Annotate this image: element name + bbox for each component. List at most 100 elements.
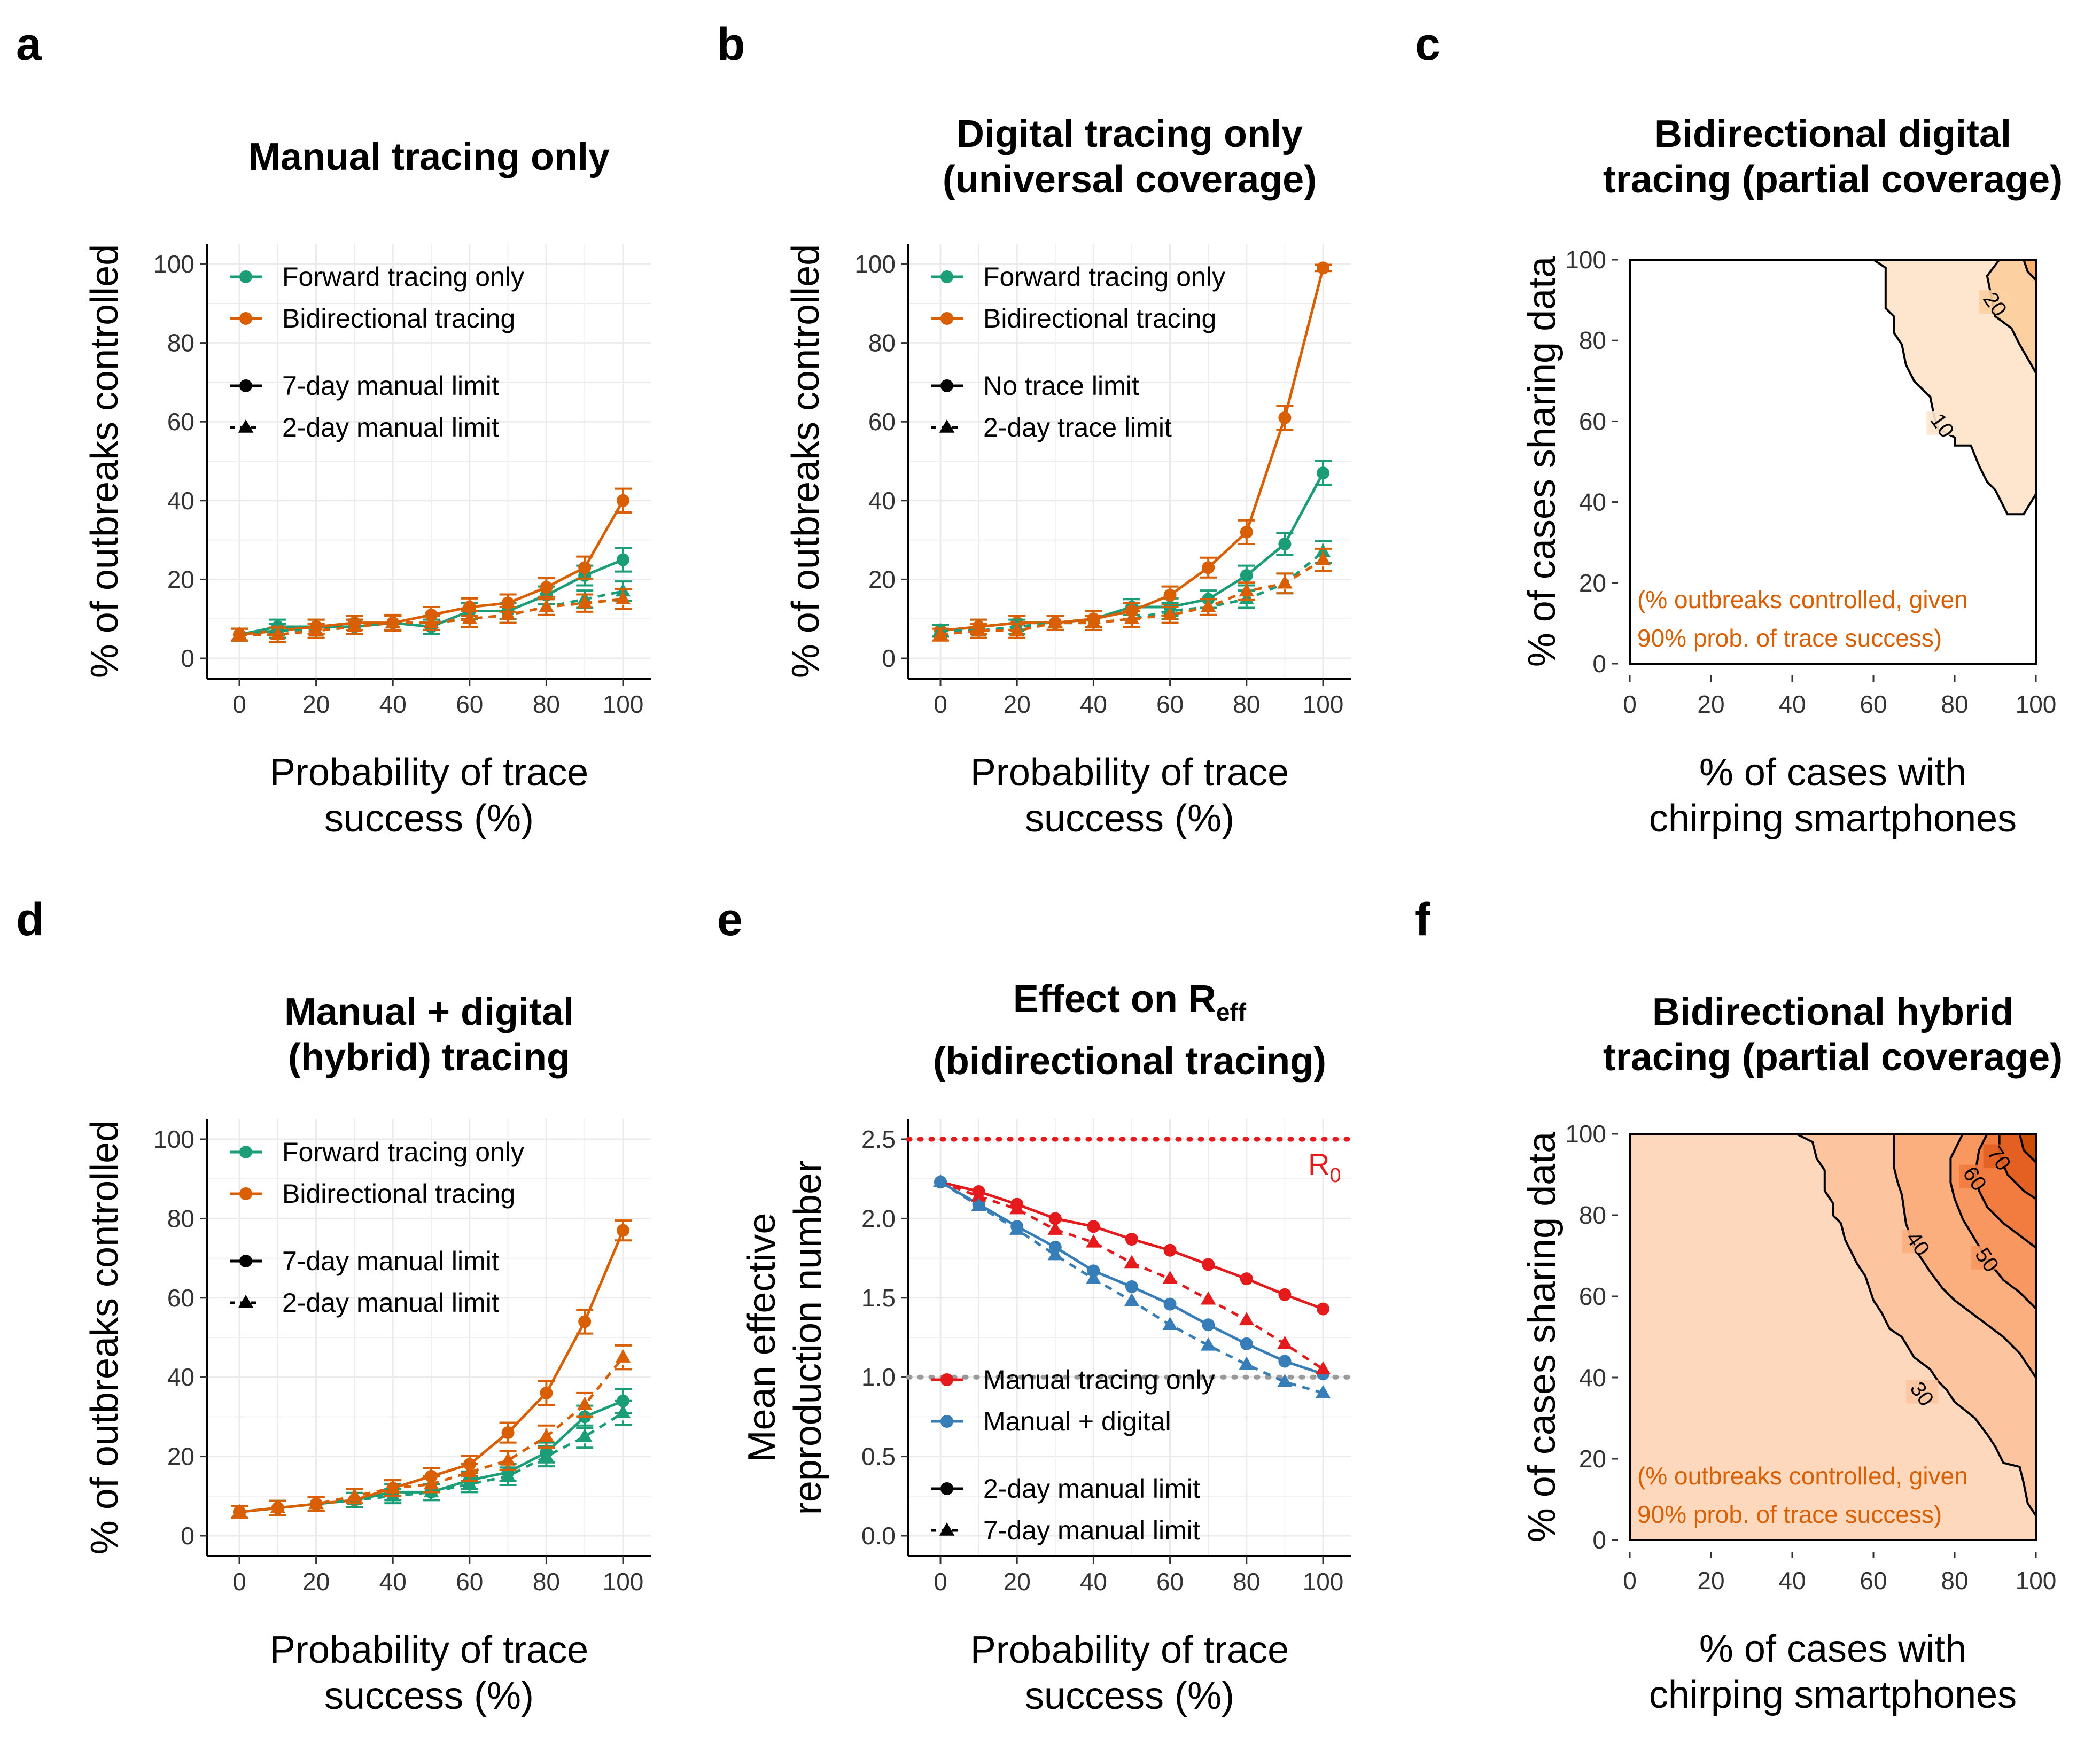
data-point: [1086, 1234, 1101, 1248]
data-point: [617, 1224, 629, 1237]
data-point: [1239, 1356, 1255, 1370]
legend-key-marker: [940, 1415, 953, 1428]
data-point: [1278, 1355, 1292, 1368]
data-point: [971, 1197, 986, 1211]
data-point: [385, 615, 401, 628]
legend-label: Manual tracing only: [983, 1365, 1215, 1395]
data-point: [1125, 1232, 1138, 1246]
data-point: [540, 581, 553, 594]
r0-label: R0: [1308, 1147, 1341, 1187]
legend-key-marker: [238, 419, 254, 433]
legend-key-marker: [940, 1482, 953, 1495]
contour-label-bg: [1902, 1230, 1934, 1254]
panel-title-r: R: [1188, 978, 1216, 1021]
data-point: [1200, 1337, 1216, 1351]
y-tick-label: 80: [167, 1204, 195, 1232]
panel-title-line: tracing (partial coverage): [1603, 1036, 2063, 1079]
y-tick-label: 80: [1579, 326, 1606, 354]
x-tick-label: 20: [1004, 1568, 1031, 1596]
x-tick-label: 80: [533, 690, 560, 718]
r0-label-r: R: [1308, 1147, 1329, 1181]
y-tick-label: 20: [167, 565, 195, 593]
panel-b: 0 20 40 60 80 100 0 20 40 60 80 100 Forward tracing …: [717, 19, 1351, 840]
data-point: [932, 1174, 948, 1187]
series-line: [239, 1356, 624, 1513]
legend-key-marker: [239, 312, 252, 325]
y-tick-label: 40: [167, 487, 195, 515]
data-point: [615, 1404, 631, 1418]
panel-title-line: Bidirectional digital: [1654, 113, 2011, 155]
data-point: [1315, 551, 1331, 565]
x-tick-label: 100: [2016, 690, 2057, 718]
contour-label-bg: [1979, 290, 2011, 314]
x-tick-label: 20: [1004, 690, 1031, 718]
y-tick-label: 1.5: [861, 1284, 896, 1312]
legend-label: Bidirectional tracing: [282, 304, 515, 333]
y-tick-label: 40: [868, 487, 896, 515]
x-tick-label: 40: [1778, 1567, 1806, 1595]
y-axis-title: % of cases sharing data: [1521, 256, 1564, 667]
data-point: [308, 1496, 324, 1510]
y-tick-label: 2.5: [861, 1125, 896, 1153]
legend-key-marker: [239, 1146, 252, 1158]
data-point: [1239, 583, 1255, 597]
data-point: [462, 611, 478, 624]
data-point: [1240, 525, 1253, 539]
y-tick-label: 80: [868, 329, 896, 357]
x-tick-label: 60: [1156, 1568, 1184, 1596]
y-tick-label: 60: [167, 408, 195, 435]
data-point: [1277, 575, 1293, 589]
legend-label: Bidirectional tracing: [282, 1179, 515, 1209]
y-axis-title: % of outbreaks controlled: [784, 244, 827, 678]
legend-key-marker: [239, 270, 252, 283]
data-point: [1009, 1222, 1025, 1235]
data-point: [1317, 261, 1329, 275]
x-tick-label: 60: [1860, 1567, 1887, 1595]
data-point: [539, 1448, 554, 1462]
y-tick-label: 100: [854, 250, 896, 278]
legend-label: Forward tracing only: [282, 1137, 524, 1167]
legend-label: 2-day manual limit: [282, 1288, 499, 1318]
x-axis-title-line: % of cases with: [1699, 1628, 1966, 1670]
x-axis-title-line: success (%): [1025, 797, 1234, 840]
data-point: [1315, 1385, 1331, 1398]
data-point: [1009, 623, 1025, 636]
data-point: [1202, 1318, 1215, 1332]
data-point: [615, 1349, 631, 1363]
x-tick-label: 40: [379, 1568, 407, 1596]
panel-title: Effect on Reff: [1013, 978, 1247, 1026]
y-axis-title-line: Mean effective: [741, 1213, 783, 1463]
contour-line: [1986, 260, 2036, 374]
data-point: [577, 595, 593, 609]
data-point: [1162, 606, 1178, 620]
data-point: [1315, 1361, 1331, 1375]
y-tick-label: 20: [1579, 1445, 1606, 1473]
panel-title-line: Bidirectional hybrid: [1652, 991, 2013, 1033]
data-point: [615, 591, 631, 605]
x-axis-title-line: Probability of trace: [270, 751, 588, 794]
x-tick-label: 100: [1303, 690, 1344, 718]
x-tick-label: 20: [1697, 690, 1724, 718]
data-point: [231, 626, 247, 640]
contour-line: [1893, 1134, 2036, 1379]
annotation-note: 90% prob. of trace success): [1637, 1500, 1942, 1528]
data-point: [1009, 1201, 1025, 1215]
data-point: [385, 1480, 401, 1494]
legend-key-marker: [940, 379, 953, 392]
data-point: [1202, 1258, 1215, 1271]
legend-key-marker: [239, 1187, 252, 1200]
y-tick-label: 100: [1565, 1120, 1606, 1148]
x-tick-label: 20: [1697, 1567, 1724, 1595]
data-point: [617, 494, 629, 507]
y-tick-label: 20: [1579, 569, 1606, 597]
r0-label-sub: 0: [1329, 1164, 1341, 1187]
x-axis-title-line: % of cases with: [1699, 751, 1966, 794]
contour-line: [2023, 260, 2036, 281]
annotation-note: 90% prob. of trace success): [1637, 624, 1942, 652]
x-tick-label: 100: [603, 1568, 644, 1596]
y-tick-label: 60: [167, 1284, 195, 1312]
x-tick-label: 40: [1080, 690, 1107, 718]
x-tick-label: 80: [533, 1568, 560, 1596]
data-point: [540, 1386, 553, 1399]
